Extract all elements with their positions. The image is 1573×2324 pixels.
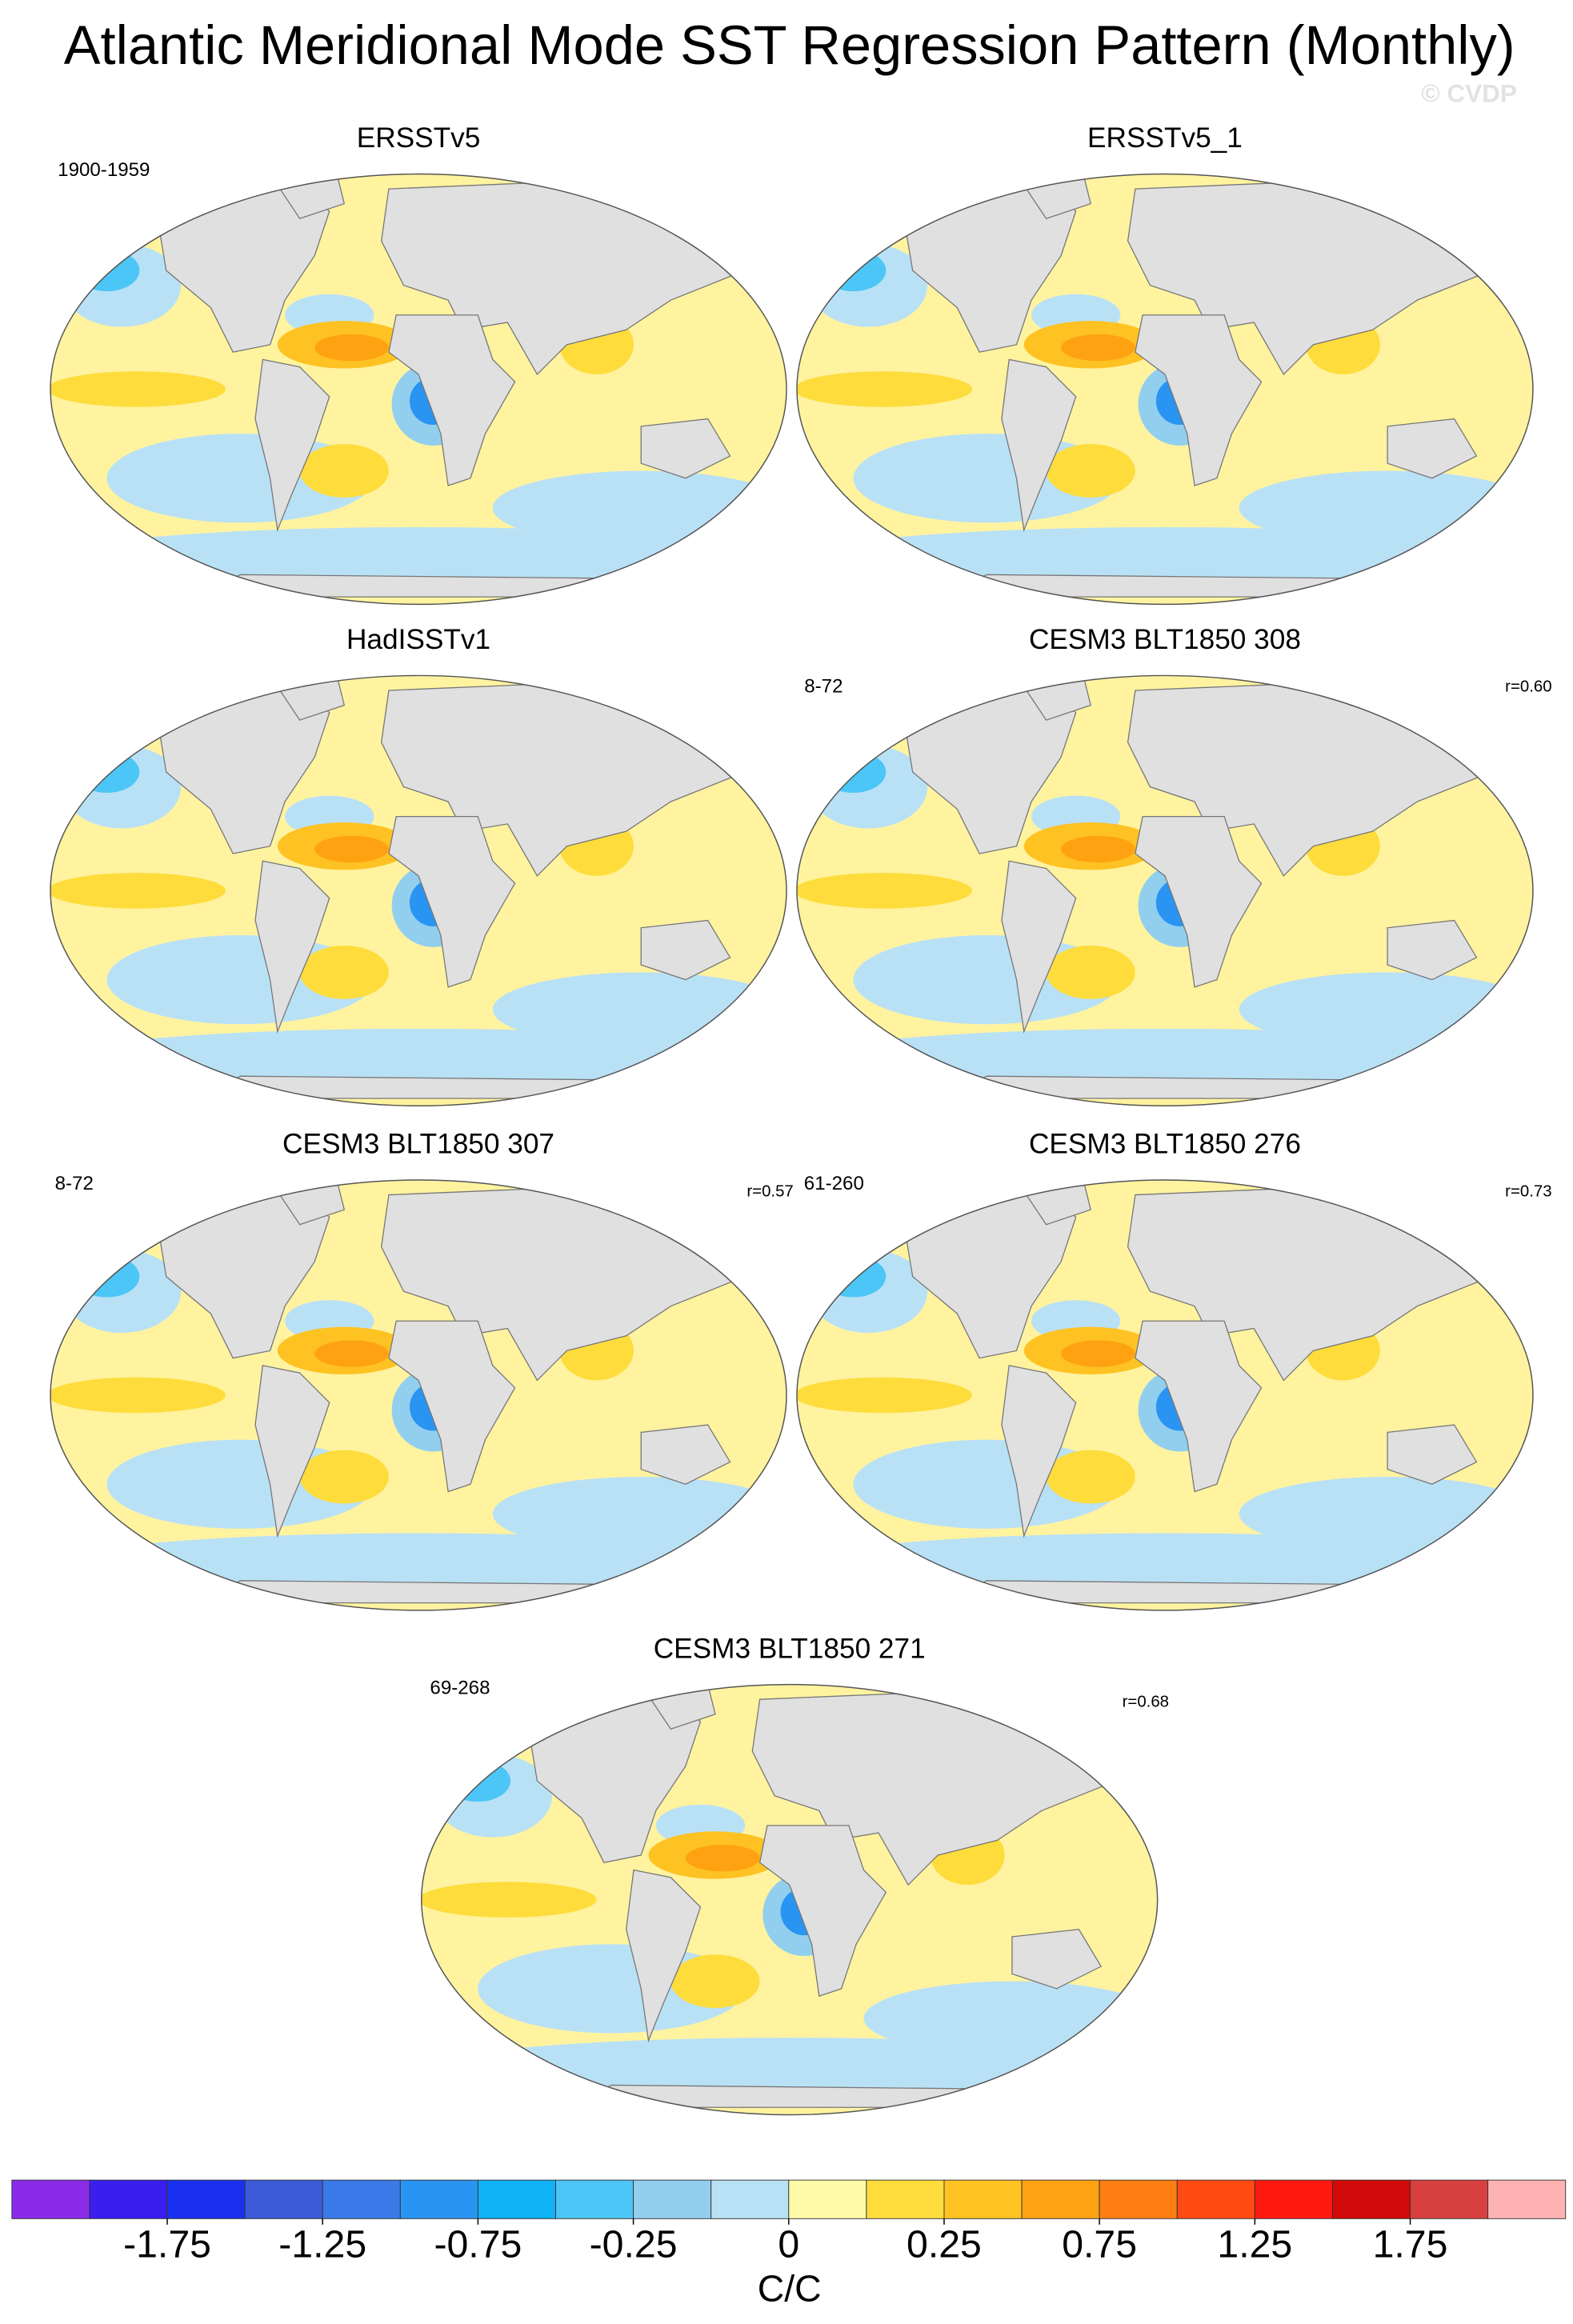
world-map: [794, 1177, 1535, 1613]
period-label: 8-72: [804, 676, 843, 698]
correlation-label: r=0.73: [1505, 1182, 1551, 1200]
colorbar-swatch: [943, 2179, 1023, 2219]
colorbar-tick-label: -1.25: [278, 2222, 366, 2266]
map-panel: ERSSTv5 1900-1959: [47, 122, 789, 607]
panels: ERSSTv5 1900-1959 ERSSTv5_1 HadISSTv1 CESM3 …: [47, 122, 1552, 2118]
colorbar-tick-label: 1.25: [1217, 2222, 1292, 2266]
colorbar-swatch: [322, 2179, 401, 2219]
correlation-label: r=0.60: [1505, 678, 1551, 696]
world-map: [794, 171, 1535, 607]
colorbar-swatch: [866, 2179, 945, 2219]
map-panel: HadISSTv1: [47, 624, 789, 1109]
map-panel: ERSSTv5_1: [794, 122, 1535, 607]
colorbar-swatch: [1487, 2179, 1567, 2219]
watermark: © CVDP: [1421, 79, 1517, 108]
colorbar-tick-label: -0.25: [590, 2222, 678, 2266]
map-panel: CESM3 BLT1850 308 8-72 r=0.60: [794, 624, 1552, 1109]
colorbar-swatch: [1021, 2179, 1100, 2219]
colorbar: -1.75 -1.25 -0.75 -0.25 0 0.25 0.75 1.25 1.75 C/C: [11, 2179, 1567, 2309]
world-map: [47, 1177, 789, 1613]
period-label: 61-260: [804, 1173, 864, 1194]
world-map: [418, 1682, 1160, 2118]
world-map: [794, 673, 1535, 1109]
panel-title: ERSSTv5_1: [1087, 122, 1243, 154]
colorbar-swatch: [477, 2179, 556, 2219]
period-label: 1900-1959: [58, 159, 150, 181]
colorbar-swatch: [633, 2179, 712, 2219]
colorbar-tick-label: 0: [778, 2222, 799, 2266]
colorbar-swatch: [1254, 2179, 1333, 2219]
colorbar-swatch: [399, 2179, 478, 2219]
period-label: 8-72: [55, 1173, 94, 1194]
colorbar-tick-label: 0.25: [907, 2222, 982, 2266]
colorbar-label: C/C: [758, 2267, 822, 2309]
colorbar-swatch: [244, 2179, 323, 2219]
colorbar-swatch: [710, 2179, 790, 2219]
map-panel: CESM3 BLT1850 271 69-268 r=0.68: [418, 1633, 1169, 2118]
colorbar-swatch: [11, 2179, 90, 2219]
panel-title: CESM3 BLT1850 307: [282, 1129, 554, 1160]
figure-title: Atlantic Meridional Mode SST Regression …: [64, 14, 1515, 76]
colorbar-swatch: [89, 2179, 168, 2219]
colorbar-tick-label: -1.75: [123, 2222, 211, 2266]
world-map: [47, 673, 789, 1109]
colorbar-swatch: [166, 2179, 246, 2219]
panel-title: ERSSTv5: [357, 122, 481, 154]
colorbar-tick-label: -0.75: [434, 2222, 522, 2266]
colorbar-swatch: [1099, 2179, 1178, 2219]
correlation-label: r=0.68: [1123, 1693, 1169, 1710]
colorbar-swatch: [1176, 2179, 1255, 2219]
panel-title: CESM3 BLT1850 276: [1029, 1129, 1301, 1160]
period-label: 69-268: [430, 1678, 490, 1699]
colorbar-tick-label: 0.75: [1062, 2222, 1137, 2266]
panel-title: CESM3 BLT1850 308: [1029, 624, 1301, 655]
map-panel: CESM3 BLT1850 276 61-260 r=0.73: [794, 1129, 1552, 1614]
colorbar-tick-label: 1.75: [1373, 2222, 1448, 2266]
world-map: [47, 171, 789, 607]
map-panel: CESM3 BLT1850 307 8-72 r=0.57: [47, 1129, 794, 1614]
colorbar-swatch: [555, 2179, 634, 2219]
colorbar-swatch: [1331, 2179, 1411, 2219]
colorbar-swatch: [788, 2179, 867, 2219]
colorbar-swatch: [1410, 2179, 1489, 2219]
panel-title: CESM3 BLT1850 271: [654, 1633, 926, 1664]
panel-title: HadISSTv1: [346, 624, 490, 655]
correlation-label: r=0.57: [746, 1182, 793, 1200]
